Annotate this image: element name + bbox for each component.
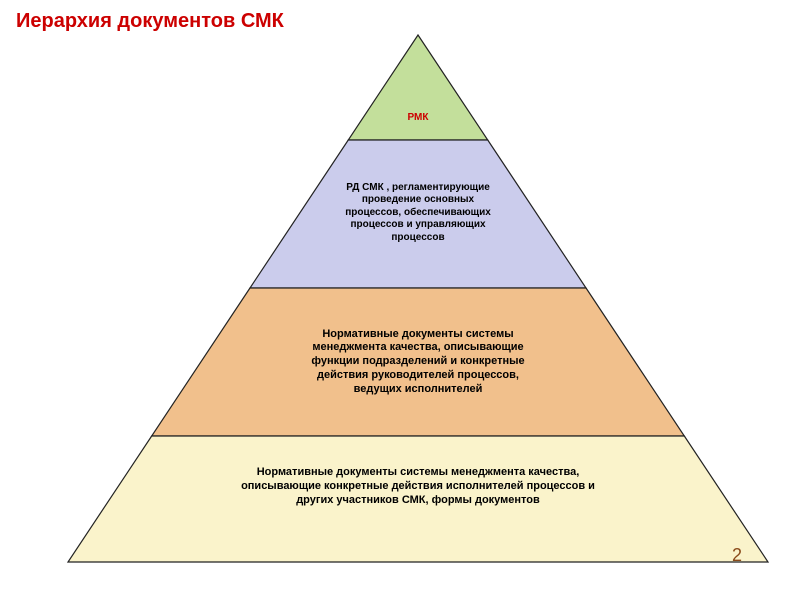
pyramid-label-3: Нормативные документы системы менеджмент… xyxy=(233,427,603,547)
pyramid-label-1: РД СМК , регламентирующие проведение осн… xyxy=(343,153,493,273)
page-number: 2 xyxy=(732,545,742,566)
pyramid-label-2: Нормативные документы системы менеджмент… xyxy=(303,302,533,422)
